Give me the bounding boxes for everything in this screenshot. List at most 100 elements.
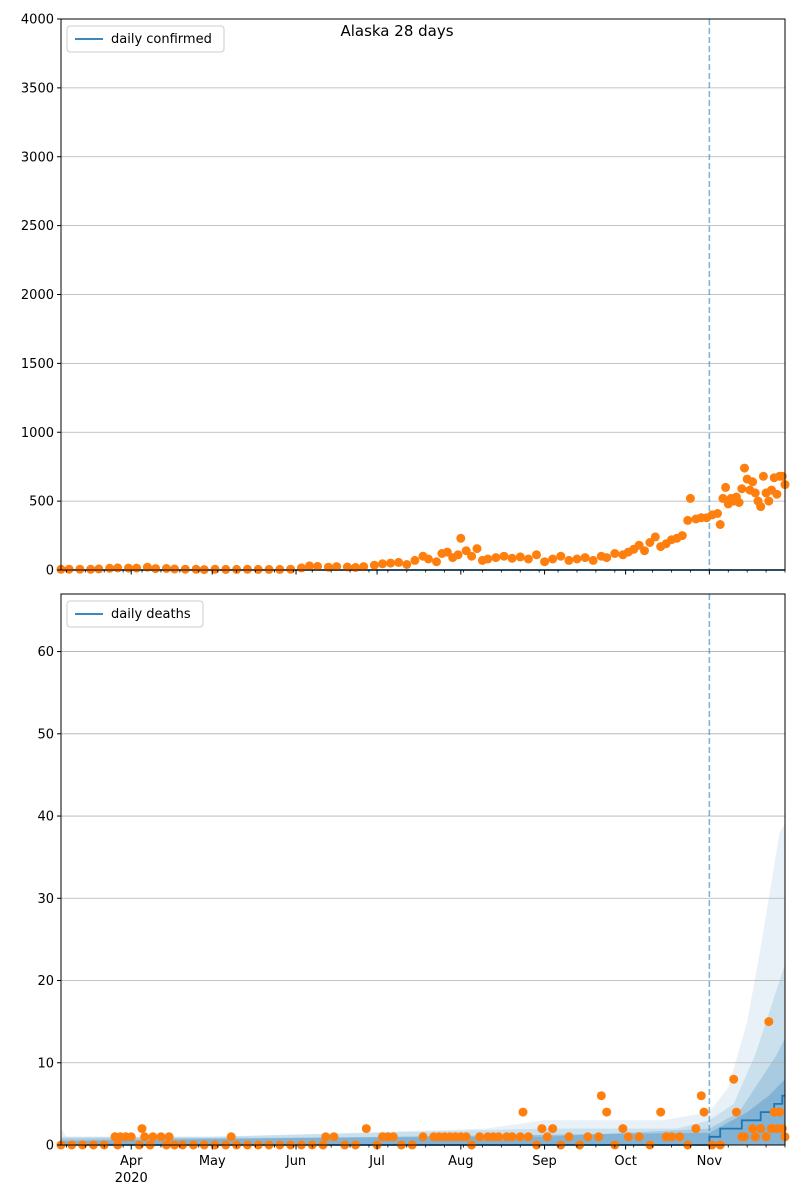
observed-point-35	[394, 557, 404, 567]
legend: daily confirmed	[66, 25, 225, 53]
observed-point-79	[656, 1107, 666, 1117]
observed-point-54	[515, 552, 525, 562]
observed-point-9	[142, 562, 152, 572]
observed-point-70	[634, 540, 644, 550]
y-tick-label: 3000	[21, 150, 54, 165]
y-tick-label: 0	[46, 1139, 54, 1154]
observed-point-50	[483, 554, 493, 564]
observed-point-10	[151, 564, 161, 574]
observed-points	[56, 463, 790, 575]
observed-point-75	[618, 1124, 628, 1134]
x-axis-ticks	[66, 570, 786, 575]
observed-point-11	[137, 1124, 147, 1134]
observed-point-65	[602, 553, 612, 563]
observed-point-65	[542, 1132, 552, 1142]
observed-point-98	[748, 477, 758, 487]
observed-point-59	[507, 1132, 517, 1142]
observed-point-96	[761, 1132, 771, 1142]
observed-point-13	[180, 564, 190, 574]
observed-point-1	[64, 564, 74, 574]
observed-point-3	[86, 564, 96, 574]
observed-point-62	[523, 1132, 533, 1142]
observed-point-107	[772, 489, 782, 499]
y-tick-label: 30	[37, 892, 54, 907]
observed-point-8	[132, 563, 142, 573]
observed-point-79	[683, 515, 693, 525]
observed-point-60	[564, 555, 574, 565]
y-tick-label: 40	[37, 810, 54, 825]
observed-point-86	[699, 1107, 709, 1117]
observed-point-33	[378, 559, 387, 569]
observed-point-63	[588, 555, 598, 565]
observed-point-42	[388, 1132, 398, 1142]
observed-point-64	[537, 1124, 547, 1134]
legend-frame	[66, 600, 204, 628]
observed-point-93	[734, 498, 744, 507]
observed-point-52	[499, 551, 509, 561]
observed-point-20	[253, 564, 263, 574]
figure-title: Alaska 28 days	[340, 22, 453, 40]
observed-point-27	[323, 562, 333, 572]
observed-point-42	[442, 547, 452, 557]
observed-point-85	[713, 509, 722, 518]
y-tick-label: 20	[37, 974, 54, 989]
legend-label: daily confirmed	[111, 32, 212, 47]
observed-point-6	[113, 563, 123, 573]
x-tick-label: Aug	[448, 1154, 473, 1169]
observed-point-84	[691, 1124, 701, 1134]
panel-daily-deaths: 0 10 20 30 40 50 60 Apr 2020 May Jun Jul Aug Sep Oct N…	[37, 593, 790, 1186]
observed-point-82	[675, 1132, 685, 1142]
observed-point-18	[232, 564, 242, 574]
y-tick-label: 3500	[21, 81, 54, 96]
observed-point-11	[161, 564, 171, 573]
observed-point-89	[729, 1074, 739, 1084]
observed-point-77	[634, 1132, 644, 1142]
x-axis-ticks: Apr 2020 May Jun Jul Aug Sep Oct Nov	[66, 1145, 786, 1186]
observed-point-32	[369, 560, 379, 570]
observed-point-22	[275, 564, 285, 574]
y-tick-label: 1000	[21, 426, 54, 441]
observed-point-28	[332, 562, 342, 572]
observed-point-39	[423, 554, 433, 564]
observed-point-17	[221, 564, 231, 574]
observed-point-59	[556, 551, 566, 561]
observed-point-72	[645, 538, 655, 547]
y-tick-label: 2500	[21, 219, 54, 234]
observed-point-29	[342, 562, 352, 572]
axes-border	[60, 593, 786, 1146]
observed-point-26	[313, 561, 323, 571]
observed-point-66	[548, 1124, 558, 1134]
observed-point-104	[764, 496, 774, 506]
y-tick-label: 60	[37, 645, 54, 660]
observed-point-38	[361, 1124, 371, 1134]
observed-point-70	[583, 1132, 593, 1142]
model-line	[61, 1094, 785, 1146]
x-tick-label: Sep	[532, 1154, 557, 1169]
observed-point-76	[623, 1132, 633, 1142]
observed-point-25	[305, 561, 314, 571]
observed-point-47	[467, 551, 477, 561]
observed-point-68	[564, 1132, 574, 1142]
observed-point-24	[296, 563, 306, 573]
observed-point-78	[677, 531, 687, 541]
observed-point-19	[242, 564, 252, 574]
observed-point-95	[756, 1124, 766, 1134]
observed-point-66	[610, 549, 620, 558]
observed-point-57	[494, 1132, 504, 1142]
y-tick-label: 4000	[21, 13, 54, 28]
observed-point-87	[718, 493, 728, 503]
y-gridlines	[61, 18, 785, 571]
observed-point-94	[737, 484, 747, 494]
observed-point-92	[740, 1132, 749, 1142]
band-3	[61, 1079, 785, 1145]
x-tick-label: Nov	[697, 1154, 723, 1169]
observed-point-85	[696, 1091, 706, 1101]
band-0	[61, 824, 785, 1145]
observed-point-30	[351, 563, 360, 572]
observed-point-73	[650, 532, 660, 542]
band-1	[61, 964, 785, 1145]
observed-point-102	[758, 471, 768, 481]
observed-point-9	[126, 1132, 136, 1142]
observed-point-71	[640, 546, 649, 556]
observed-point-31	[359, 562, 369, 572]
